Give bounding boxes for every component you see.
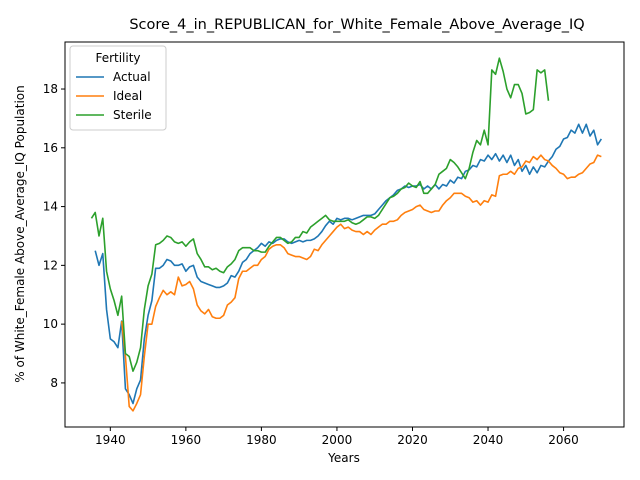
x-tick-label: 2000: [322, 433, 353, 447]
y-tick-label: 14: [43, 200, 58, 214]
legend-label-actual: Actual: [113, 70, 151, 84]
legend-label-sterile: Sterile: [113, 108, 152, 122]
series-line-sterile: [90, 57, 550, 372]
x-tick-label: 1940: [95, 433, 126, 447]
y-tick-label: 10: [43, 317, 58, 331]
x-tick-label: 1980: [246, 433, 277, 447]
legend: Fertility Actual Ideal Sterile: [69, 45, 167, 131]
legend-box: [69, 45, 167, 131]
series-line-actual: [94, 123, 603, 405]
series-line-ideal: [120, 154, 602, 412]
x-tick-label: 1960: [171, 433, 202, 447]
x-tick-label: 2060: [548, 433, 579, 447]
y-tick-label: 12: [43, 258, 58, 272]
x-tick-label: 2020: [397, 433, 428, 447]
x-axis: 1940 1960 1980 2000 2020 2040 2060: [95, 427, 579, 447]
y-tick-label: 16: [43, 141, 58, 155]
y-tick-label: 8: [50, 376, 58, 390]
y-axis: 8 10 12 14 16 18: [43, 82, 65, 390]
legend-label-ideal: Ideal: [113, 89, 142, 103]
y-axis-label: % of White_Female Above_Average_IQ Popul…: [13, 85, 27, 382]
chart-title: Score_4_in_REPUBLICAN_for_White_Female_A…: [129, 17, 584, 33]
y-tick-label: 18: [43, 82, 58, 96]
x-tick-label: 2040: [473, 433, 504, 447]
x-axis-label: Years: [327, 451, 360, 465]
series-layer: [90, 57, 603, 412]
legend-title: Fertility: [95, 51, 140, 65]
